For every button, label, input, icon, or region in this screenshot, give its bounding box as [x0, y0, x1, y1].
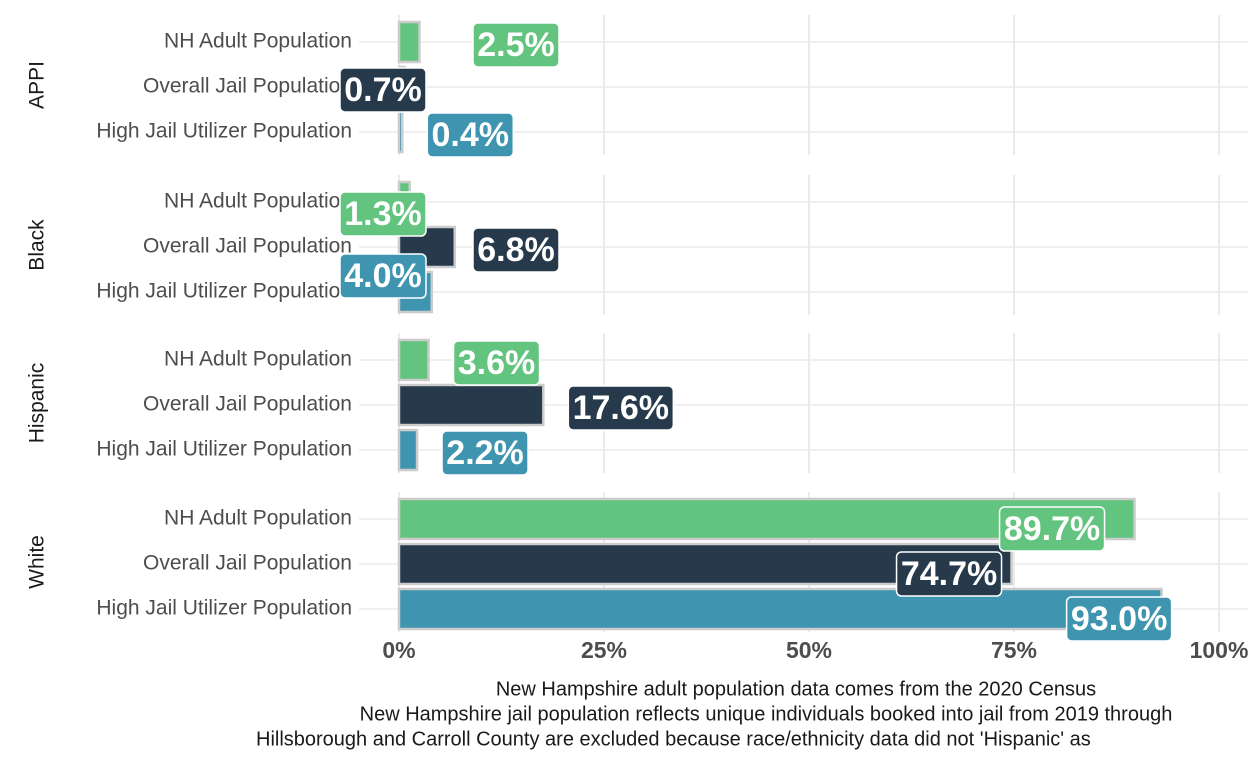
value-label-box [426, 112, 515, 158]
value-label: 1.3% [344, 195, 422, 233]
y-tick-label: High Jail Utilizer Population [96, 597, 352, 620]
y-tick-label: Overall Jail Population [143, 393, 352, 416]
y-tick-label: High Jail Utilizer Population [96, 280, 352, 303]
value-label: 0.4% [432, 116, 510, 154]
caption: New Hampshire jail population reflects u… [360, 703, 1173, 725]
facet-label: Hispanic [26, 363, 49, 444]
y-tick-label: High Jail Utilizer Population [96, 438, 352, 461]
value-label: 0.7% [344, 71, 422, 109]
y-tick-label: Overall Jail Population [143, 552, 352, 575]
facet-label: White [26, 535, 49, 589]
y-tick-label: NH Adult Population [164, 507, 352, 530]
value-label: 93.0% [1071, 600, 1167, 638]
value-label: 2.2% [446, 434, 524, 472]
y-tick-label: Overall Jail Population [143, 235, 352, 258]
value-label-box [895, 551, 1003, 597]
value-label-box [567, 385, 675, 431]
x-tick-label: 75% [991, 637, 1037, 663]
value-label: 74.7% [901, 555, 997, 593]
y-tick-label: High Jail Utilizer Population [96, 120, 352, 143]
x-tick-label: 25% [581, 637, 627, 663]
value-label-box [472, 22, 560, 68]
caption: Hillsborough and Carroll County are excl… [256, 728, 1091, 750]
x-tick-label: 50% [786, 637, 832, 663]
facet-label: APPI [26, 61, 49, 109]
y-tick-label: NH Adult Population [164, 30, 352, 53]
value-label-box [1065, 596, 1173, 642]
value-label-box [472, 227, 560, 273]
bar [397, 110, 404, 154]
x-tick-label: 0% [382, 637, 415, 663]
value-label: 17.6% [573, 389, 669, 427]
bar [397, 383, 545, 427]
bar [397, 428, 419, 472]
value-label-box [339, 191, 427, 237]
x-tick-label: 100% [1190, 637, 1248, 663]
value-label: 2.5% [477, 26, 555, 64]
value-label: 4.0% [344, 257, 422, 295]
y-tick-label: Overall Jail Population [143, 75, 352, 98]
value-label-box [339, 67, 427, 113]
bar [397, 20, 421, 64]
value-label-box [339, 253, 427, 299]
value-label-box [441, 430, 529, 476]
bar [397, 587, 1163, 631]
caption: New Hampshire adult population data come… [496, 678, 1096, 700]
y-tick-label: NH Adult Population [164, 190, 352, 213]
value-label: 89.7% [1004, 510, 1100, 548]
value-label: 6.8% [477, 231, 555, 269]
value-label-box [452, 340, 541, 386]
value-label-box [998, 506, 1106, 552]
bar [397, 338, 430, 382]
value-label: 3.6% [458, 344, 536, 382]
facet-label: Black [26, 219, 49, 271]
y-tick-label: NH Adult Population [164, 348, 352, 371]
